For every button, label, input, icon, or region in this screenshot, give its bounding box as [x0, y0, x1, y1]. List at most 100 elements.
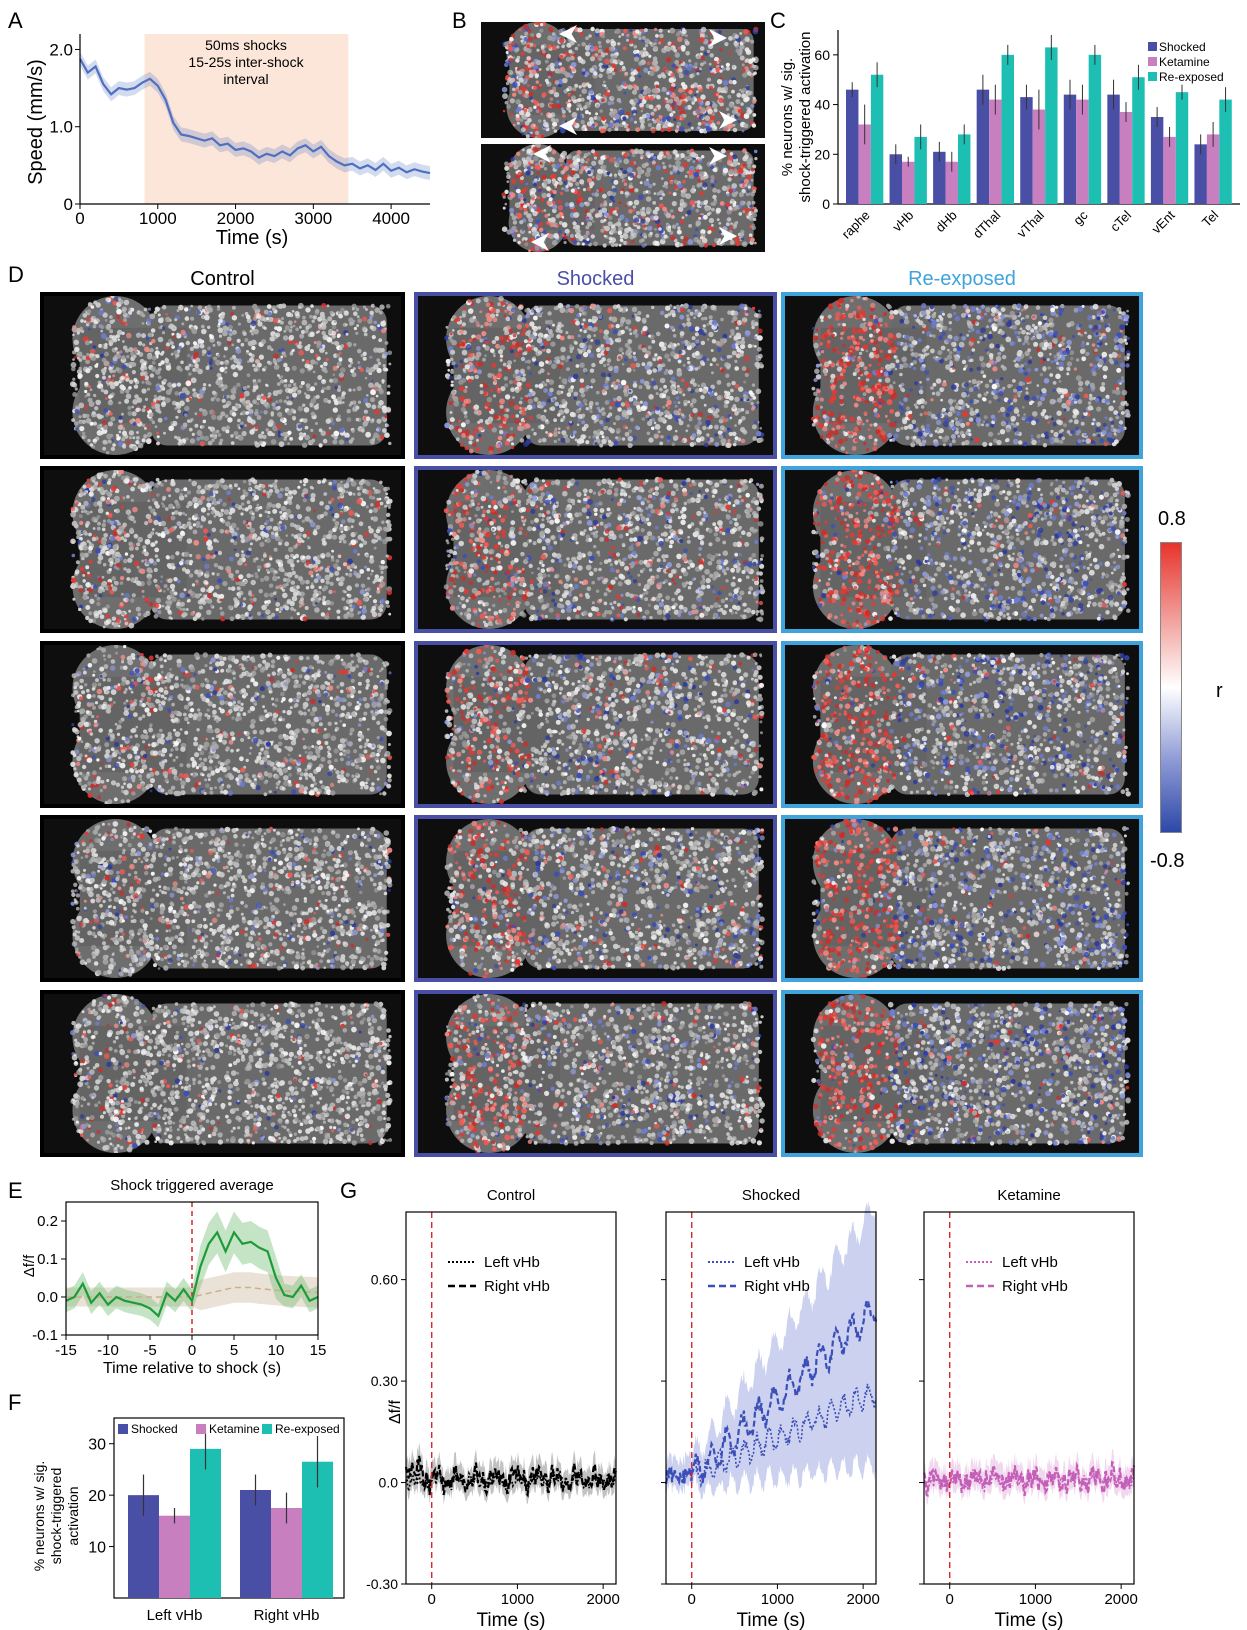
arrowhead-icon — [559, 117, 577, 135]
column-header-shocked: Shocked — [414, 268, 777, 291]
x-tick-label: 10 — [268, 1342, 285, 1359]
x-tick-label: -10 — [97, 1342, 119, 1359]
y-tick-label: 0.0 — [37, 1289, 58, 1306]
brain-image-reexposed-row-1 — [781, 292, 1143, 459]
legend-label: Right vHb — [744, 1278, 810, 1295]
arrowhead-icon — [559, 25, 577, 43]
annotation-line-3: interval — [223, 71, 268, 87]
x-tick-label: 0 — [946, 1591, 954, 1608]
subplot-title: Control — [487, 1187, 535, 1204]
brain-image-control-row-2 — [40, 466, 405, 633]
arrowhead-icon — [709, 29, 727, 47]
bar — [902, 161, 915, 204]
legend-swatch — [1148, 57, 1157, 66]
colorbar-max: 0.8 — [1158, 508, 1186, 531]
y-tick-label: 0.2 — [37, 1213, 58, 1230]
subplot-ketamine: Ketamine 0 1000 2000 Time (s) Left vHb Right v… — [919, 1187, 1138, 1630]
y-tick-label: 60 — [814, 47, 830, 63]
legend-label: Shocked — [1159, 40, 1206, 54]
brain-image-b-bottom — [481, 144, 765, 252]
y-tick-label: 0.60 — [371, 1272, 398, 1288]
colorbar — [1160, 542, 1182, 833]
legend-label: Left vHb — [744, 1254, 800, 1271]
y-axis-label: Δf/f — [21, 1254, 38, 1277]
bar — [1001, 54, 1014, 204]
legend-swatch — [118, 1424, 128, 1434]
legend-label: Left vHb — [484, 1254, 540, 1271]
vhb-bar-chart: 10 20 30 Left vHb Right vHb Shocked Ketamine… — [31, 1417, 345, 1624]
speed-chart: 50ms shocks 15-25s inter-shock interval … — [25, 34, 431, 249]
arrowhead-icon — [709, 147, 727, 165]
y-tick-label: 0 — [64, 195, 73, 214]
plot-frame — [665, 1211, 877, 1585]
y-axis-label: Δf/f — [387, 1399, 404, 1424]
y-tick-label: 2.0 — [49, 40, 73, 59]
legend-swatch — [262, 1424, 272, 1434]
x-tick-label: cTel — [1107, 207, 1134, 234]
bar — [1088, 54, 1102, 204]
x-tick-label: 2000 — [846, 1591, 879, 1608]
x-tick-label: 5 — [230, 1342, 238, 1359]
legend-label: Ketamine — [209, 1422, 260, 1436]
y-axis-label-1: % neurons w/ sig. — [31, 1461, 47, 1572]
y-axis-label-2: shock-triggered — [48, 1468, 64, 1565]
brain-image-shocked-row-2 — [414, 466, 777, 633]
right-vhb-line — [664, 1301, 878, 1488]
x-tick-label: 0 — [688, 1591, 696, 1608]
panel-label-c: C — [770, 8, 786, 34]
x-tick-label: 1000 — [761, 1591, 794, 1608]
x-tick-label: 2000 — [217, 209, 255, 228]
brain-image-shocked-row-5 — [414, 990, 777, 1157]
brain-image-control-row-3 — [40, 641, 405, 808]
legend-label: Right vHb — [484, 1278, 550, 1295]
legend-label: Left vHb — [1002, 1254, 1058, 1271]
x-tick-label: 2000 — [1104, 1591, 1137, 1608]
plot-frame — [923, 1211, 1135, 1585]
x-tick-label: 15 — [310, 1342, 327, 1359]
brain-image-reexposed-row-3 — [781, 641, 1143, 808]
bar — [1132, 77, 1145, 204]
x-tick-label: raphe — [839, 208, 873, 242]
arrowhead-icon — [719, 227, 737, 245]
bar — [1076, 99, 1089, 204]
legend-swatch — [1148, 72, 1157, 81]
bar — [1150, 117, 1164, 204]
y-tick-label: 1.0 — [49, 118, 73, 137]
x-tick-label: dThal — [970, 207, 1004, 241]
x-tick-label: vEnt — [1149, 207, 1178, 236]
legend-label: Re-exposed — [1159, 70, 1224, 84]
bar — [1206, 134, 1220, 204]
x-tick-label: 1000 — [501, 1591, 534, 1608]
right-vhb-line — [922, 1460, 1136, 1498]
arrowhead-icon — [719, 111, 737, 129]
y-tick-label: 0.0 — [379, 1475, 399, 1491]
vhb-timecourse-charts: Δf/f Control 0 1000 2000 -0.30 0.0 0.30 0.60 Tim… — [366, 1187, 1138, 1630]
y-tick-label: 0 — [822, 196, 830, 212]
y-tick-label: 10 — [88, 1540, 106, 1557]
bar — [858, 124, 871, 204]
panel-label-g: G — [340, 1178, 357, 1204]
bar — [1063, 94, 1077, 204]
y-tick-label: -0.30 — [366, 1576, 398, 1592]
subplot-title: Shocked — [742, 1187, 800, 1204]
brain-image-shocked-row-1 — [414, 292, 777, 459]
brain-image-reexposed-row-5 — [781, 990, 1143, 1157]
x-axis-label: Time (s) — [477, 1610, 546, 1630]
brain-image-control-row-4 — [40, 815, 405, 982]
panel-label-b: B — [452, 8, 467, 34]
bar — [1163, 136, 1176, 204]
plot-frame — [113, 1417, 345, 1599]
y-tick-label: 30 — [88, 1437, 106, 1454]
subplot-title: Ketamine — [997, 1187, 1060, 1204]
y-tick-label: 0.30 — [371, 1373, 398, 1389]
x-tick-label: vThal — [1014, 207, 1047, 240]
subplot-control: Control 0 1000 2000 -0.30 0.0 0.30 0.60 Time (s)… — [366, 1187, 620, 1630]
x-tick-label: 0 — [75, 209, 84, 228]
x-tick-label: 0 — [428, 1591, 436, 1608]
x-tick-label: vHb — [889, 208, 916, 235]
x-axis-label: Time (s) — [737, 1610, 806, 1630]
brain-image-reexposed-row-2 — [781, 466, 1143, 633]
bar — [846, 89, 859, 204]
x-tick-label: 3000 — [294, 209, 332, 228]
x-tick-label: Right vHb — [254, 1607, 320, 1624]
